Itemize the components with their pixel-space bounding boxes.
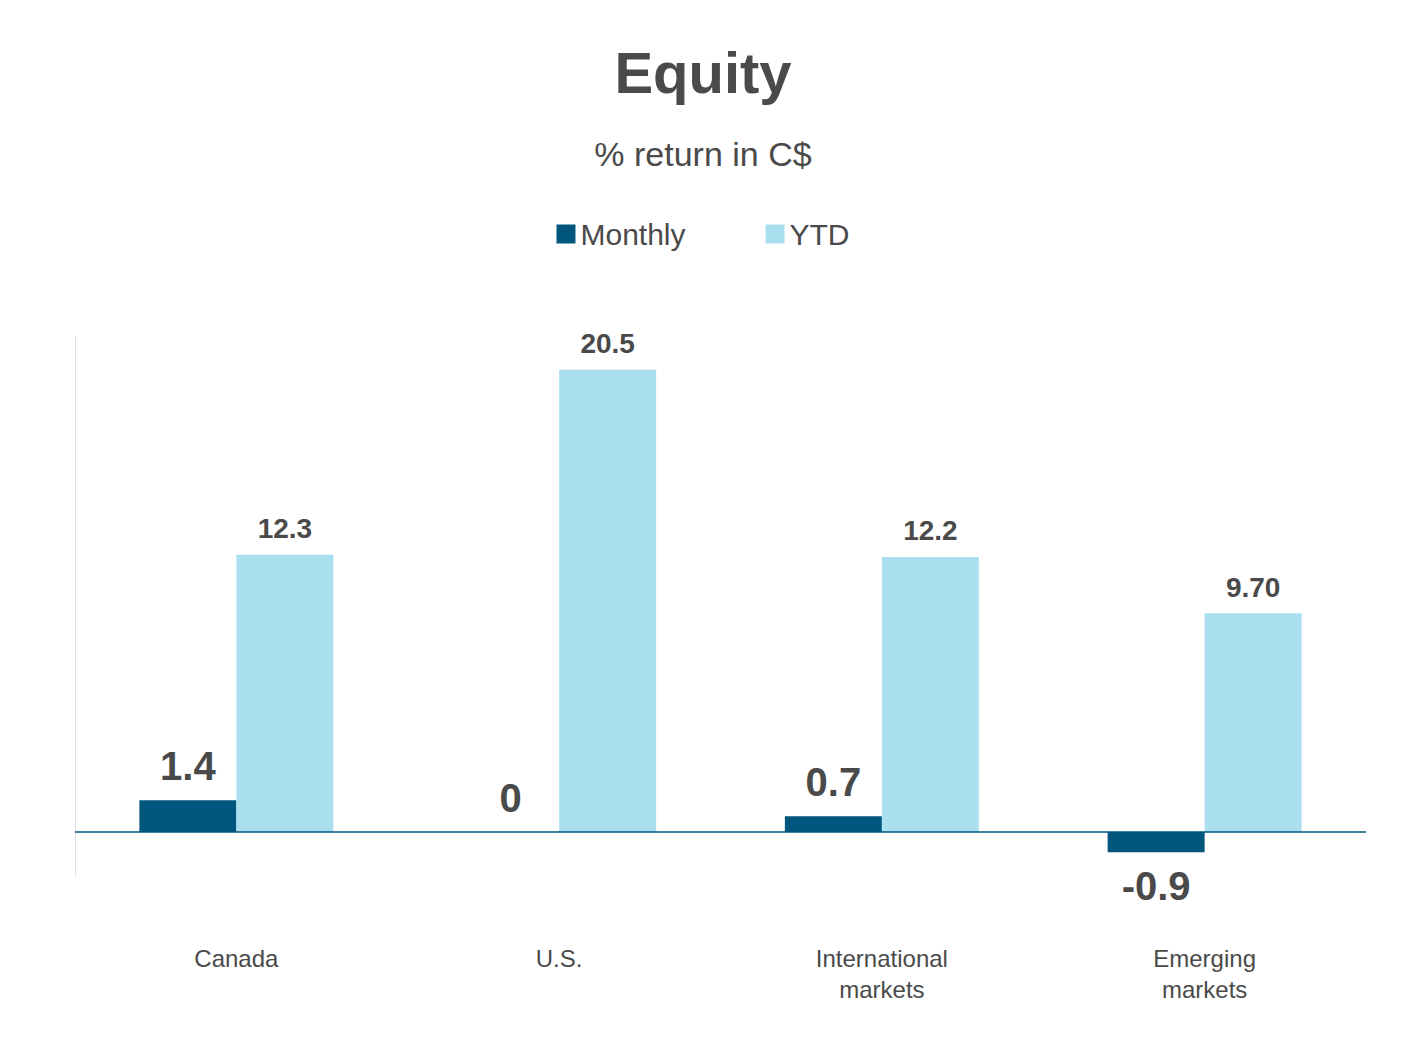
- svg-text:U.S.: U.S.: [536, 945, 583, 972]
- svg-text:Monthly: Monthly: [580, 218, 685, 251]
- svg-text:-0.9: -0.9: [1122, 864, 1191, 908]
- svg-text:12.2: 12.2: [903, 515, 958, 546]
- svg-text:% return in C$: % return in C$: [594, 135, 811, 173]
- svg-text:12.3: 12.3: [258, 513, 313, 544]
- svg-text:Canada: Canada: [194, 945, 279, 972]
- svg-text:International: International: [816, 945, 948, 972]
- svg-text:Emerging: Emerging: [1153, 945, 1256, 972]
- svg-text:9.70: 9.70: [1226, 572, 1281, 603]
- svg-text:markets: markets: [839, 976, 924, 1003]
- svg-text:1.4: 1.4: [160, 744, 216, 788]
- svg-text:YTD: YTD: [790, 218, 850, 251]
- svg-text:Equity: Equity: [614, 40, 791, 105]
- svg-text:markets: markets: [1162, 976, 1247, 1003]
- svg-text:0: 0: [500, 776, 522, 820]
- svg-text:0.7: 0.7: [806, 760, 862, 804]
- svg-text:20.5: 20.5: [580, 328, 635, 359]
